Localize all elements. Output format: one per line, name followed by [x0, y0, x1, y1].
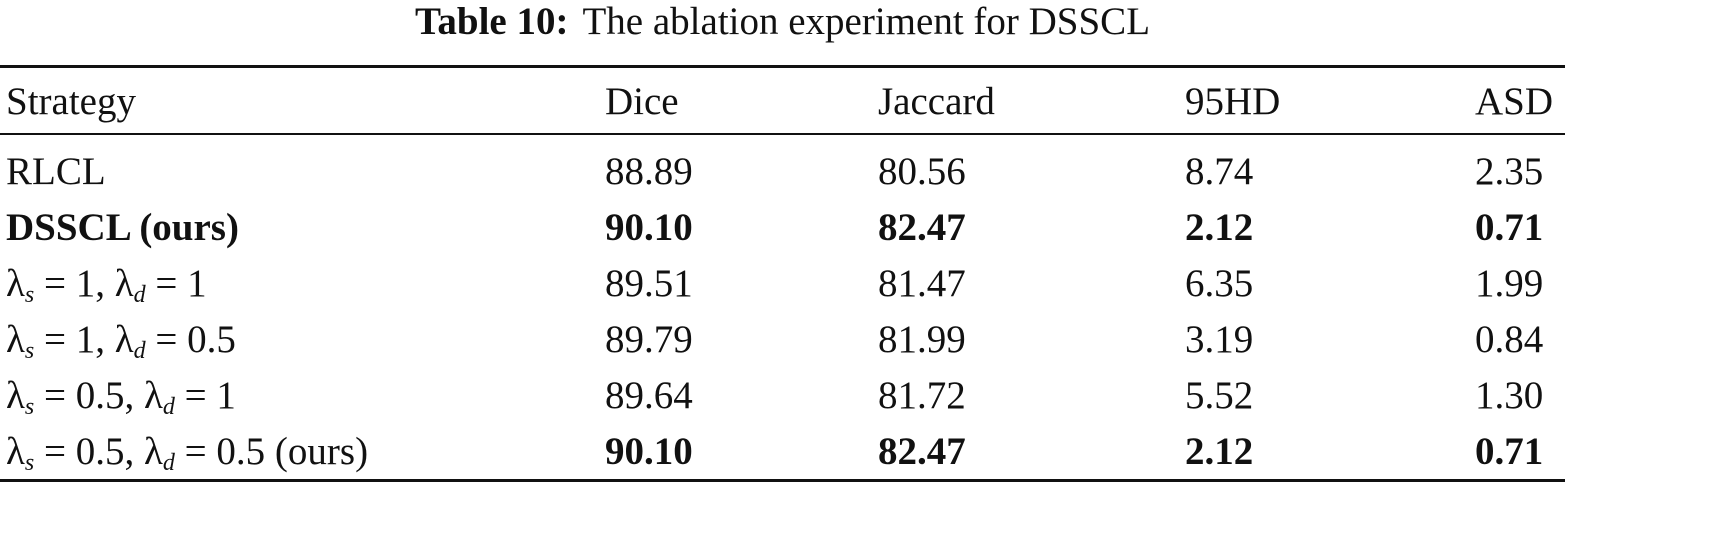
value-cell: 90.10	[605, 206, 693, 249]
value-cell: 89.64	[605, 374, 693, 417]
strategy-text: = 1, λ	[34, 318, 134, 361]
strategy-text: = 0.5, λ	[34, 374, 163, 417]
subscript: d	[162, 394, 175, 420]
bottom-rule	[0, 479, 1565, 482]
value-cell: 80.56	[878, 150, 966, 193]
value-cell: 81.99	[878, 318, 966, 361]
value-cell: 0.71	[1475, 430, 1544, 473]
subscript: d	[133, 282, 146, 308]
value-cell: 2.35	[1475, 150, 1544, 193]
subscript: s	[24, 394, 35, 420]
column-header: Dice	[605, 80, 679, 123]
value-cell: 81.47	[878, 262, 966, 305]
value-cell: 82.47	[878, 430, 966, 473]
subscript: s	[24, 338, 35, 364]
strategy-text: DSSCL (ours)	[6, 206, 239, 249]
strategy-text: λ	[6, 374, 25, 417]
value-cell: 1.99	[1475, 262, 1544, 305]
strategy-text: RLCL	[6, 150, 106, 193]
value-cell: 6.35	[1185, 262, 1254, 305]
column-header: Strategy	[6, 80, 136, 123]
strategy-text: = 0.5	[145, 318, 236, 361]
caption-text: The ablation experiment for DSSCL	[582, 0, 1151, 43]
value-cell: 2.12	[1185, 430, 1254, 473]
value-cell: 89.51	[605, 262, 693, 305]
strategy-text: λ	[6, 262, 25, 305]
value-cell: 89.79	[605, 318, 693, 361]
top-rule	[0, 65, 1565, 68]
strategy-text: = 0.5, λ	[34, 430, 163, 473]
subscript: d	[133, 338, 146, 364]
column-header: Jaccard	[878, 80, 995, 123]
strategy-text: = 1, λ	[34, 262, 134, 305]
strategy-text: = 1	[145, 262, 207, 305]
strategy-cell: RLCL	[6, 150, 106, 194]
strategy-text: = 0.5 (ours)	[174, 430, 369, 473]
value-cell: 90.10	[605, 430, 693, 473]
column-header: ASD	[1475, 80, 1554, 123]
value-cell: 3.19	[1185, 318, 1254, 361]
value-cell: 0.71	[1475, 206, 1544, 249]
value-cell: 1.30	[1475, 374, 1544, 417]
value-cell: 88.89	[605, 150, 693, 193]
value-cell: 2.12	[1185, 206, 1254, 249]
header-rule	[0, 133, 1565, 135]
strategy-text: λ	[6, 430, 25, 473]
value-cell: 81.72	[878, 374, 966, 417]
caption-label: Table 10:	[414, 0, 569, 43]
value-cell: 5.52	[1185, 374, 1254, 417]
table-caption: Table 10: The ablation experiment for DSS…	[0, 0, 1565, 44]
strategy-cell: λs = 0.5, λd = 1	[6, 374, 236, 420]
value-cell: 82.47	[878, 206, 966, 249]
strategy-cell: λs = 1, λd = 0.5	[6, 318, 236, 364]
strategy-text: λ	[6, 318, 25, 361]
subscript: s	[24, 450, 35, 476]
column-header: 95HD	[1185, 80, 1281, 123]
strategy-cell: λs = 0.5, λd = 0.5 (ours)	[6, 430, 369, 476]
strategy-cell: DSSCL (ours)	[6, 206, 239, 250]
subscript: d	[162, 450, 175, 476]
strategy-text: = 1	[174, 374, 236, 417]
subscript: s	[24, 282, 35, 308]
value-cell: 8.74	[1185, 150, 1254, 193]
strategy-cell: λs = 1, λd = 1	[6, 262, 207, 308]
value-cell: 0.84	[1475, 318, 1544, 361]
